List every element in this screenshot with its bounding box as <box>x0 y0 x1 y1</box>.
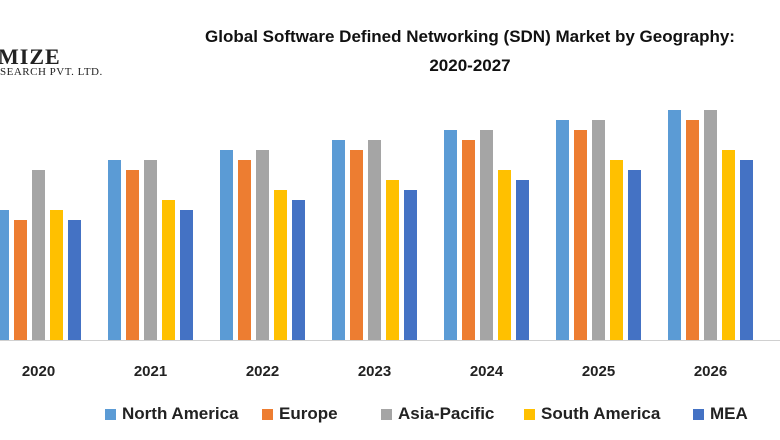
x-tick-label-2023: 2023 <box>358 363 391 380</box>
legend-swatch-north-america <box>105 408 116 420</box>
bar-2023-south-america <box>386 180 399 340</box>
company-logo: MIZE SEARCH PVT. LTD. <box>0 44 110 84</box>
x-tick-label-2021: 2021 <box>134 363 167 380</box>
bar-2026-mea <box>740 160 753 340</box>
bar-2023-mea <box>404 190 417 340</box>
bar-2026-north-america <box>668 110 681 340</box>
bar-2025-mea <box>628 170 641 340</box>
logo-name: MIZE <box>0 44 61 69</box>
x-tick-label-2020: 2020 <box>22 363 55 380</box>
bar-2020-asia-pacific <box>32 170 45 340</box>
bar-2023-asia-pacific <box>368 140 381 340</box>
legend-swatch-asia-pacific <box>381 408 392 420</box>
bar-2022-mea <box>292 200 305 340</box>
bar-2024-asia-pacific <box>480 130 493 340</box>
bar-2026-south-america <box>722 150 735 340</box>
bar-2020-north-america <box>0 210 9 340</box>
legend-label-south-america: South America <box>541 404 661 423</box>
legend-swatch-europe <box>262 408 273 420</box>
x-tick-label-2026: 2026 <box>694 363 727 380</box>
legend-item-asia-pacific: Asia-Pacific <box>381 402 494 426</box>
legend-swatch-south-america <box>524 408 535 420</box>
chart-title-line-1: Global Software Defined Networking (SDN)… <box>205 27 735 46</box>
bar-2022-europe <box>238 160 251 340</box>
bar-2020-mea <box>68 220 81 340</box>
legend-label-europe: Europe <box>279 404 338 423</box>
x-tick-label-2025: 2025 <box>582 363 615 380</box>
x-tick-label-2022: 2022 <box>246 363 279 380</box>
bar-2025-north-america <box>556 120 569 340</box>
legend-swatch-mea <box>693 408 704 420</box>
chart-title: Global Software Defined Networking (SDN)… <box>100 22 780 80</box>
legend-label-north-america: North America <box>122 404 239 423</box>
bar-2023-north-america <box>332 140 345 340</box>
bar-2021-mea <box>180 210 193 340</box>
chart-legend: North America Europe Asia-Pacific South Ame… <box>0 402 780 426</box>
bar-2023-europe <box>350 150 363 340</box>
bar-2021-asia-pacific <box>144 160 157 340</box>
bar-2020-europe <box>14 220 27 340</box>
bar-2021-south-america <box>162 200 175 340</box>
bar-2022-asia-pacific <box>256 150 269 340</box>
bar-2025-asia-pacific <box>592 120 605 340</box>
bar-2024-north-america <box>444 130 457 340</box>
logo-tagline: SEARCH PVT. LTD. <box>0 66 103 78</box>
chart-title-line-2: 2020-2027 <box>429 56 511 75</box>
bar-2022-south-america <box>274 190 287 340</box>
bar-2024-europe <box>462 140 475 340</box>
bar-2025-europe <box>574 130 587 340</box>
bar-2026-asia-pacific <box>704 110 717 340</box>
bar-2021-north-america <box>108 160 121 340</box>
bar-2025-south-america <box>610 160 623 340</box>
bar-2020-south-america <box>50 210 63 340</box>
bar-2024-south-america <box>498 170 511 340</box>
bar-2024-mea <box>516 180 529 340</box>
legend-item-europe: Europe <box>262 402 338 426</box>
legend-label-asia-pacific: Asia-Pacific <box>398 404 495 423</box>
bar-2026-europe <box>686 120 699 340</box>
bar-2022-north-america <box>220 150 233 340</box>
legend-item-north-america: North America <box>105 402 239 426</box>
legend-item-south-america: South America <box>524 402 660 426</box>
legend-label-mea: MEA <box>710 404 748 423</box>
bar-2021-europe <box>126 170 139 340</box>
x-tick-label-2024: 2024 <box>470 363 504 380</box>
legend-item-mea: MEA <box>693 402 748 426</box>
